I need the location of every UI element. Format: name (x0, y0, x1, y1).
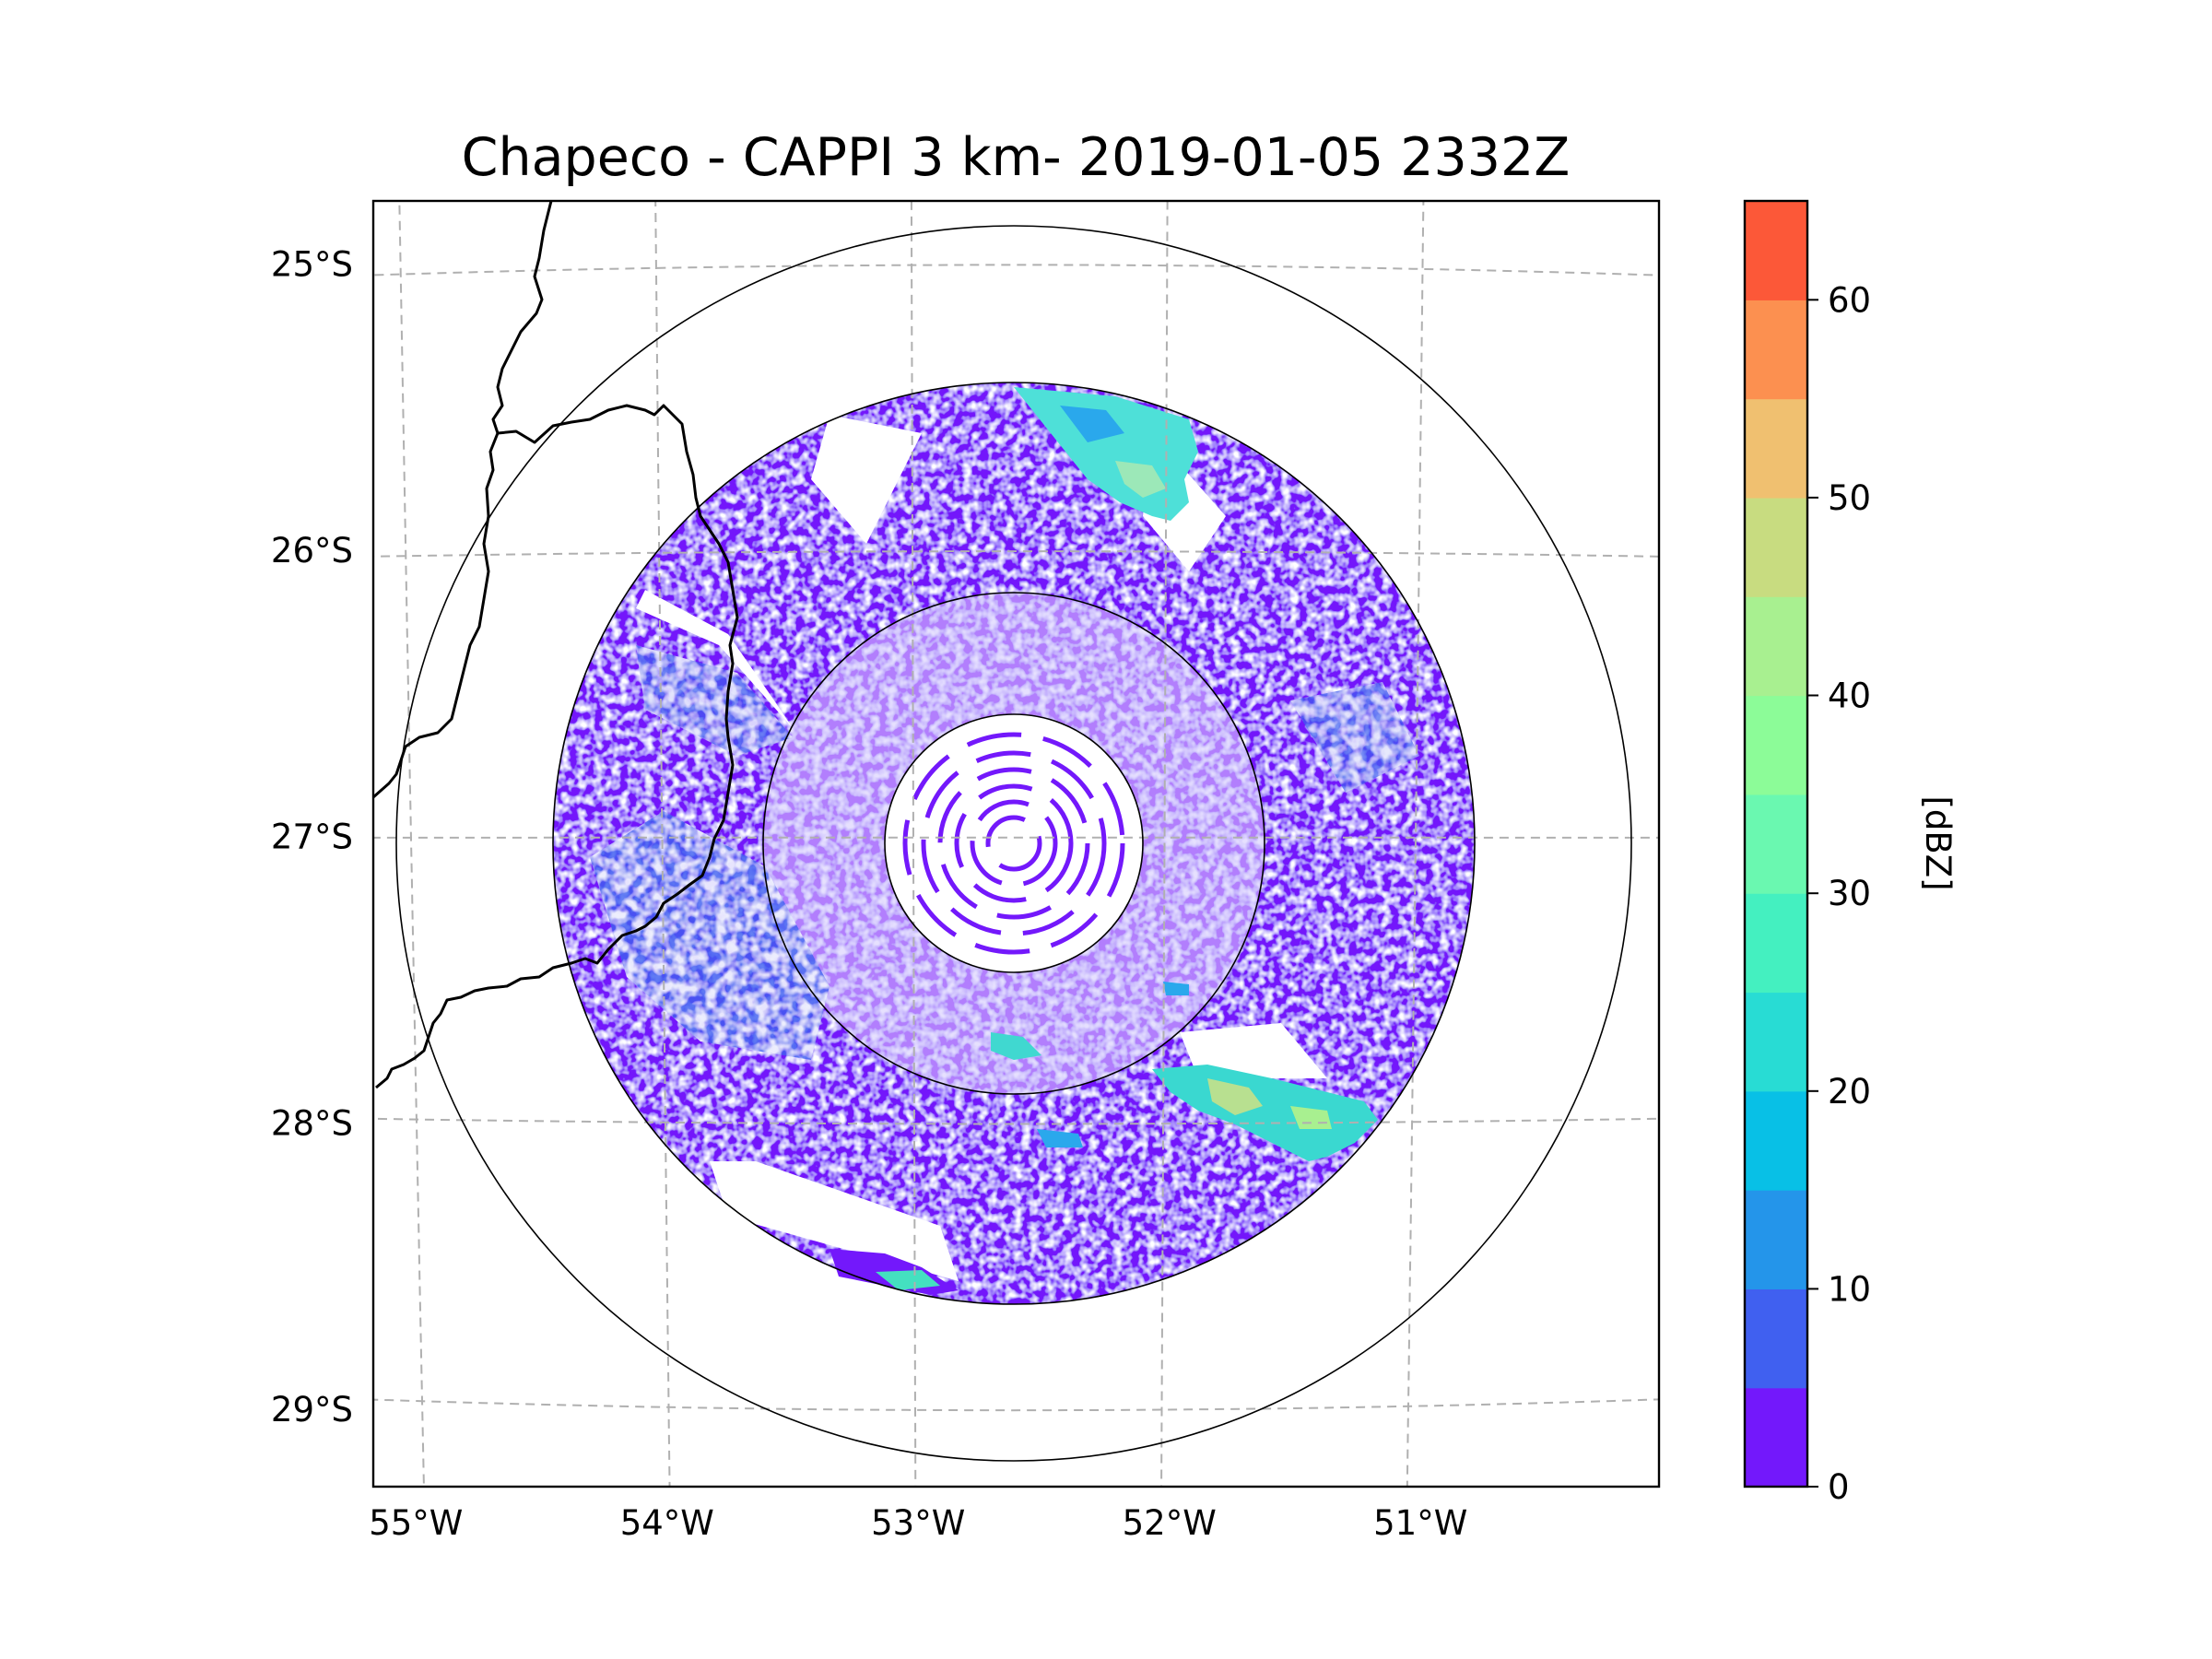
colorbar-tick-label: 40 (1828, 677, 1871, 716)
range-ring-50km (884, 713, 1144, 973)
colorbar-band (1745, 596, 1807, 697)
light-echo-west (590, 811, 830, 1060)
clear-sector-s (710, 1161, 959, 1281)
range-rings (395, 225, 1632, 1462)
cell-southeast-core (1207, 1078, 1263, 1115)
clear-sector-nw (636, 590, 793, 728)
light-echo-nw (636, 645, 793, 756)
colorbar-band (1745, 398, 1807, 499)
colorbar-tick-label: 50 (1828, 478, 1871, 518)
meridian-gridline (398, 201, 425, 1487)
colorbar-band (1745, 1288, 1807, 1389)
colorbar-label: [dBZ] (1918, 795, 1958, 890)
cell-north-core (1115, 461, 1166, 498)
colorbar-band (1745, 300, 1807, 400)
clutter-ring-5 (921, 750, 1107, 936)
longitude-tick-label: 55°W (369, 1503, 463, 1543)
clutter-ring-3 (954, 783, 1074, 903)
parallel-gridline (373, 1117, 1659, 1125)
longitude-tick-label: 52°W (1123, 1503, 1217, 1543)
clutter-ring-6 (902, 732, 1125, 955)
clutter-ring-1 (985, 815, 1042, 872)
colorbar-tick-label: 30 (1828, 874, 1871, 913)
colorbar-band (1745, 794, 1807, 894)
latitude-tick-label: 26°S (271, 531, 353, 571)
reflectivity-field (552, 382, 1475, 1304)
colorbar: 0 10 20 30 40 50 60 [dBZ] (1743, 199, 1958, 1507)
meridian-gridline (1406, 201, 1425, 1487)
longitude-tick-label: 53°W (871, 1503, 965, 1543)
border-brazil-argentina-north (373, 201, 553, 799)
latitude-tick-label: 25°S (271, 244, 353, 284)
parallel-gridline (373, 264, 1659, 276)
cell-southeast-line (1152, 1065, 1378, 1161)
colorbar-tick-label: 60 (1828, 280, 1871, 320)
colorbar-band (1745, 1387, 1807, 1488)
light-echo-layer (590, 645, 1419, 1060)
clutter-ring-4 (937, 767, 1090, 920)
colorbar-band (1745, 1190, 1807, 1289)
light-echo-ne (1290, 682, 1419, 793)
latitude-tick-label: 29°S (271, 1390, 353, 1430)
colorbar-tick-label: 0 (1828, 1467, 1850, 1507)
political-borders (373, 201, 739, 1089)
map-frame (371, 199, 1661, 1488)
range-ring-250km (395, 225, 1632, 1462)
cell-south-small2 (1037, 1129, 1083, 1147)
near-range-rings (902, 732, 1125, 955)
longitude-tick-label: 54°W (620, 1503, 714, 1543)
map-area (373, 201, 1659, 1487)
colorbar-frame (1743, 199, 1809, 1488)
latitude-labels: 25°S 26°S 27°S 28°S 29°S (271, 244, 353, 1430)
colorbar-band (1745, 497, 1807, 597)
meridian-gridline (910, 201, 917, 1487)
latitude-tick-label: 28°S (271, 1103, 353, 1143)
colorbar-band (1745, 1090, 1807, 1191)
longitude-tick-label: 51°W (1373, 1503, 1467, 1543)
map-title: Chapeco - CAPPI 3 km- 2019-01-05 2332Z (462, 127, 1571, 188)
meridian-gridline (1160, 201, 1169, 1487)
colorbar-tick-label: 10 (1828, 1269, 1871, 1309)
parallel-gridline (373, 550, 1659, 558)
parallel-gridline (373, 1398, 1659, 1412)
cell-far-south-core (876, 1270, 940, 1290)
range-ring-100km (762, 592, 1265, 1095)
colorbar-band (1745, 992, 1807, 1092)
colorbar-band (1745, 201, 1807, 300)
graticule (373, 201, 1659, 1487)
clear-sector-n (811, 415, 922, 544)
clear-sector-se (1180, 1023, 1327, 1078)
latitude-tick-label: 27°S (271, 818, 353, 857)
colorbar-ticks: 0 10 20 30 40 50 60 (1807, 280, 1871, 1507)
border-santa-catarina-argentina (375, 404, 739, 1089)
cell-south-small (991, 1032, 1041, 1060)
colorbar-band (1745, 893, 1807, 994)
meridian-gridline (654, 201, 671, 1487)
colorbar-band (1745, 695, 1807, 795)
cell-east-small (1163, 982, 1189, 995)
longitude-labels: 55°W 54°W 53°W 52°W 51°W (369, 1503, 1467, 1543)
clutter-ring-2 (970, 799, 1058, 888)
cell-north-blue (1060, 406, 1124, 442)
colorbar-bands (1745, 201, 1807, 1488)
range-ring-200km (552, 382, 1476, 1305)
colorbar-tick-label: 20 (1828, 1072, 1871, 1112)
inner-echo-ring (762, 593, 1265, 1094)
